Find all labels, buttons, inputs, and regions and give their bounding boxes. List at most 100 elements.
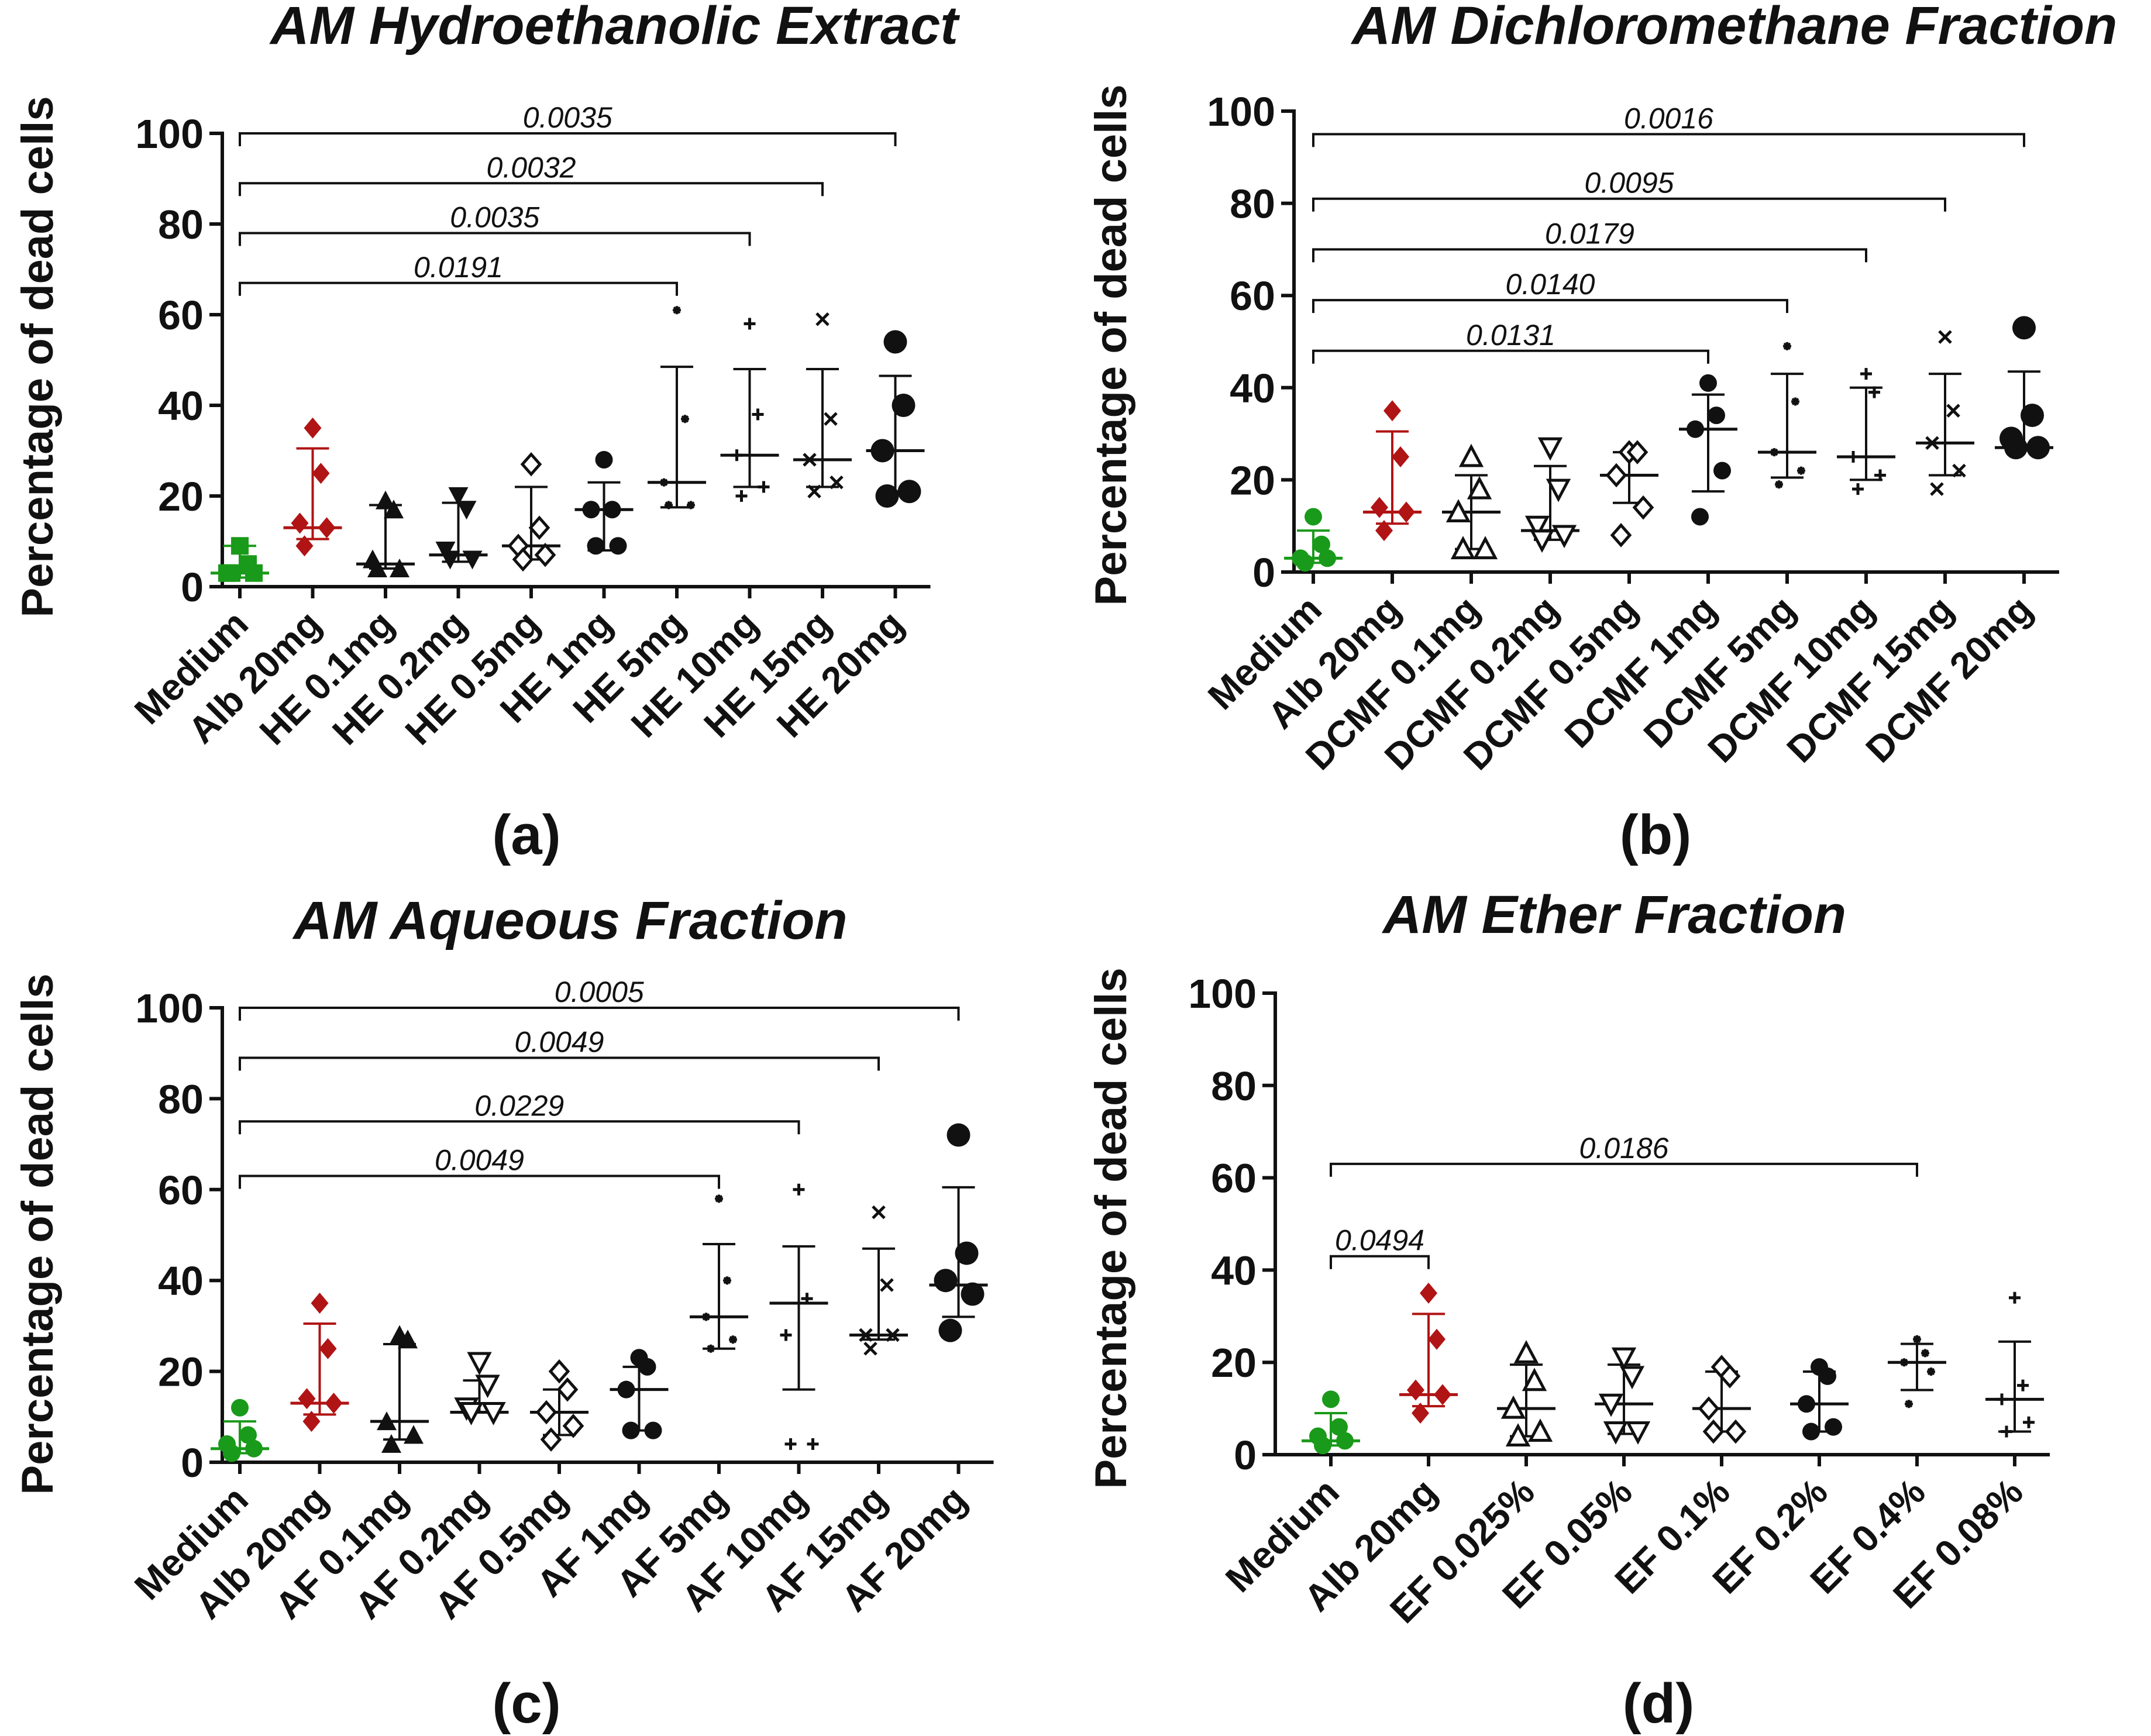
data-point	[2017, 1379, 2029, 1391]
data-point	[1610, 523, 1632, 547]
data-point	[622, 1421, 640, 1439]
data-point	[723, 1276, 731, 1285]
data-point	[312, 463, 330, 484]
significance-bracket: 0.0035	[239, 101, 897, 146]
chart-panel-3: AM Ether Fraction Percentage of dead cell…	[1086, 885, 2050, 1735]
p-value-label: 0.0095	[1585, 167, 1674, 199]
data-point	[1691, 508, 1709, 526]
data-point	[1383, 400, 1401, 422]
data-point	[1598, 1393, 1624, 1417]
data-point	[886, 1328, 900, 1342]
y-tick-label: 80	[158, 1076, 204, 1122]
p-value-label: 0.0035	[523, 101, 612, 134]
p-value-label: 0.0032	[487, 151, 576, 184]
data-point	[295, 535, 314, 557]
series-3	[1595, 1347, 1653, 1445]
y-tick-label: 0	[1234, 1432, 1257, 1478]
series-3	[450, 1352, 509, 1425]
data-point	[1375, 520, 1393, 542]
data-point	[381, 1434, 401, 1453]
y-tick-label: 20	[158, 474, 204, 519]
chart-title: AM Aqueous Fraction	[292, 891, 847, 950]
data-point	[807, 1438, 819, 1450]
series-7	[720, 318, 779, 502]
significance-bracket: 0.0032	[239, 151, 824, 197]
data-point	[223, 564, 240, 582]
y-tick-label: 40	[1230, 366, 1275, 411]
data-point	[535, 1400, 557, 1425]
data-point	[512, 547, 534, 572]
y-tick-label: 60	[158, 292, 204, 338]
data-point	[562, 1414, 584, 1438]
data-point	[731, 449, 743, 461]
data-point	[872, 1205, 886, 1220]
data-point	[291, 512, 309, 534]
data-point	[2023, 1416, 2035, 1428]
series-1	[1399, 1282, 1458, 1424]
data-point	[801, 1293, 813, 1305]
series-7	[1985, 1291, 2044, 1438]
data-point	[1868, 386, 1880, 398]
chart-panel-1: AM Dichloromethane Fraction Percentage of…	[1086, 0, 2117, 866]
data-point	[534, 542, 556, 567]
y-tick-label: 20	[1230, 457, 1275, 503]
series-8	[1916, 330, 1974, 496]
data-point	[239, 1426, 257, 1444]
series-7	[769, 1183, 828, 1450]
p-value-label: 0.0186	[1579, 1132, 1669, 1165]
data-point	[681, 415, 689, 423]
data-point	[1428, 1328, 1446, 1350]
data-point	[735, 490, 748, 502]
p-value-label: 0.0049	[515, 1025, 604, 1058]
data-point	[824, 412, 838, 426]
series-4	[1692, 1355, 1751, 1444]
bracket-line	[1330, 1255, 1430, 1269]
significance-bracket: 0.0140	[1312, 268, 1788, 314]
data-point	[1770, 448, 1778, 457]
data-point	[1472, 536, 1498, 560]
data-point	[298, 1388, 316, 1410]
chart-title: AM Hydroethanolic Extract	[269, 0, 960, 56]
data-point	[318, 517, 336, 539]
bracket-line	[239, 182, 824, 197]
bracket-line	[239, 1056, 880, 1071]
data-point	[1605, 463, 1627, 488]
series-6	[1758, 342, 1816, 489]
series-2	[356, 490, 415, 577]
series-8	[793, 312, 852, 499]
p-value-label: 0.0005	[555, 976, 644, 1008]
data-point	[784, 1438, 797, 1450]
data-point	[1946, 404, 1960, 418]
data-point	[729, 1335, 737, 1344]
data-point	[1921, 1349, 1929, 1358]
data-point	[1336, 1432, 1354, 1450]
significance-bracket: 0.0131	[1312, 319, 1709, 364]
data-point	[961, 1282, 985, 1306]
data-point	[1420, 1282, 1437, 1304]
data-point	[548, 1359, 570, 1384]
y-axis-label: Percentage of dead cells	[13, 96, 63, 617]
bracket-line	[239, 281, 678, 296]
data-point	[644, 1421, 662, 1439]
data-point	[638, 1358, 656, 1376]
data-point	[673, 306, 681, 315]
data-point	[807, 484, 821, 499]
data-point	[1687, 420, 1704, 438]
data-point	[245, 564, 263, 582]
p-value-label: 0.0049	[435, 1143, 524, 1176]
series-1	[1363, 400, 1422, 542]
series-4	[530, 1359, 588, 1452]
data-point	[687, 501, 695, 509]
p-value-label: 0.0140	[1506, 268, 1595, 301]
data-point	[702, 1313, 710, 1321]
data-point	[780, 1329, 792, 1341]
data-point	[245, 1439, 263, 1458]
y-tick-label: 80	[1230, 181, 1275, 227]
panel-label: (a)	[492, 804, 560, 866]
series-0	[211, 537, 269, 582]
data-point	[1625, 1421, 1651, 1445]
y-axis-label: Percentage of dead cells	[1086, 84, 1136, 605]
bracket-line	[239, 1007, 960, 1021]
data-point	[582, 501, 600, 519]
data-point	[223, 1444, 240, 1462]
